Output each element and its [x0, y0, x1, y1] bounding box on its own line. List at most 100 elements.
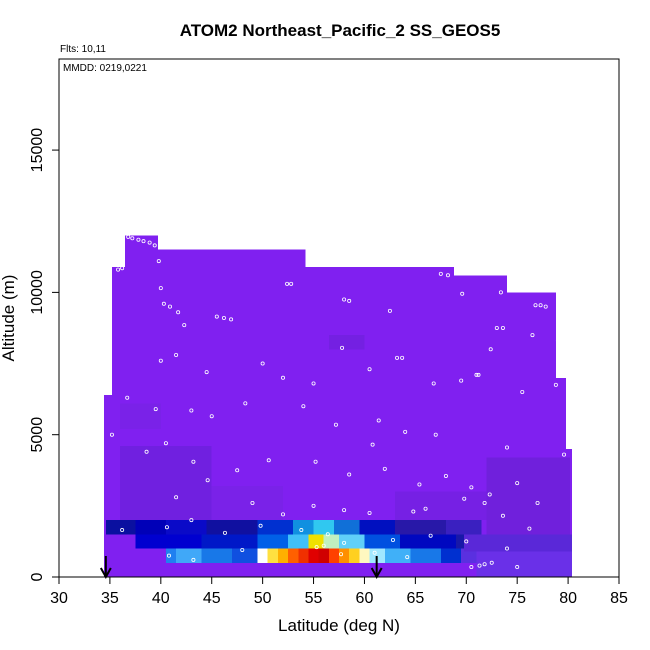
sample-point-21 — [387, 308, 392, 313]
sample-point-58 — [403, 429, 408, 434]
sample-point-96 — [325, 532, 330, 537]
low-layer-cell-19 — [400, 534, 457, 549]
x-tick-label-10: 80 — [559, 590, 577, 607]
y-axis-label: Altitude (m) — [0, 275, 18, 362]
x-tick-label-6: 60 — [356, 590, 374, 607]
low-layer-cell-2 — [165, 520, 207, 535]
sample-point-42 — [395, 355, 400, 360]
sample-point-86 — [423, 506, 428, 511]
sample-point-39 — [311, 381, 316, 386]
sample-point-49 — [553, 382, 558, 387]
sample-point-3 — [141, 239, 146, 244]
sample-point-48 — [520, 389, 525, 394]
low-layer-cell-10 — [445, 520, 482, 535]
low-layer-cell-11 — [135, 534, 202, 549]
sample-point-8 — [156, 259, 161, 264]
sample-point-97 — [342, 540, 347, 545]
sample-point-108 — [339, 552, 344, 557]
sample-point-34 — [158, 358, 163, 363]
low-layer-cell-0 — [105, 520, 136, 535]
sample-point-13 — [182, 323, 187, 328]
sample-point-106 — [314, 545, 319, 550]
sample-point-25 — [498, 290, 503, 295]
x-tick-label-1: 35 — [101, 590, 119, 607]
sample-point-53 — [209, 414, 214, 419]
sample-point-92 — [189, 518, 194, 523]
sample-point-100 — [464, 539, 469, 544]
plot-area — [99, 234, 573, 580]
low-layer-cell-40 — [461, 548, 477, 563]
x-tick-label-9: 75 — [508, 590, 526, 607]
sample-point-81 — [280, 512, 285, 517]
sample-point-60 — [504, 445, 509, 450]
sample-point-31 — [488, 347, 493, 352]
y-tick-label-2: 10000 — [29, 270, 46, 315]
low-layer-cell-9 — [395, 520, 446, 535]
sample-point-54 — [243, 401, 248, 406]
sample-point-98 — [390, 538, 395, 543]
low-layer-cell-38 — [410, 548, 441, 563]
sample-point-23 — [445, 273, 450, 278]
sample-point-89 — [500, 513, 505, 518]
sample-point-113 — [482, 562, 487, 567]
sample-point-107 — [321, 543, 326, 548]
sample-point-57 — [376, 418, 381, 423]
x-tick-label-0: 30 — [50, 590, 68, 607]
low-layer-cell-12 — [201, 534, 258, 549]
sample-point-64 — [163, 441, 168, 446]
sample-point-112 — [477, 563, 482, 568]
sample-point-2 — [136, 237, 141, 242]
sample-point-104 — [191, 557, 196, 562]
sample-point-90 — [120, 528, 125, 533]
sample-point-65 — [191, 459, 196, 464]
low-layer-cell-4 — [257, 520, 294, 535]
x-tick-label-11: 85 — [610, 590, 628, 607]
low-layer-cell-33 — [339, 548, 350, 563]
sample-point-38 — [280, 375, 285, 380]
axes: 30 35 40 45 50 55 60 65 70 75 80 85 0 5000 10000 15000 — [29, 128, 628, 607]
mid-shade-cell-4 — [120, 403, 161, 429]
low-layer-cell-6 — [313, 520, 334, 535]
low-layer-cell-37 — [384, 548, 411, 563]
low-layer-cell-8 — [359, 520, 395, 535]
sample-point-4 — [147, 240, 152, 245]
sample-point-9 — [158, 286, 163, 291]
sample-point-95 — [299, 528, 304, 533]
x-axis-label: Latitude (deg N) — [278, 616, 400, 635]
sample-point-87 — [462, 496, 467, 501]
sample-point-72 — [417, 482, 422, 487]
sample-point-77 — [535, 500, 540, 505]
sample-point-88 — [482, 500, 487, 505]
sample-point-32 — [530, 333, 535, 338]
sample-point-5 — [152, 243, 157, 248]
sample-point-30 — [500, 325, 505, 330]
sample-point-61 — [562, 452, 567, 457]
sample-point-62 — [109, 432, 114, 437]
low-layer-cell-26 — [267, 548, 278, 563]
sample-point-75 — [487, 492, 492, 497]
x-tick-label-3: 45 — [203, 590, 221, 607]
sample-point-68 — [313, 459, 318, 464]
sample-point-18 — [289, 281, 294, 286]
sample-point-36 — [204, 370, 209, 375]
low-layer-cell-21 — [165, 548, 177, 563]
x-tick-label-2: 40 — [152, 590, 170, 607]
x-tick-label-7: 65 — [406, 590, 424, 607]
sample-point-26 — [533, 303, 538, 308]
sample-point-37 — [260, 361, 265, 366]
mid-shade-cell-0 — [120, 446, 212, 521]
low-layer-cell-14 — [288, 534, 309, 549]
y-tick-label-3: 15000 — [29, 128, 46, 173]
low-layer-cell-35 — [359, 548, 370, 563]
low-layer-cell-42 — [464, 534, 573, 552]
sample-point-115 — [515, 565, 520, 570]
low-layer-cell-18 — [364, 534, 401, 549]
sample-point-93 — [222, 530, 227, 535]
sample-point-84 — [367, 510, 372, 515]
sample-point-85 — [411, 509, 416, 514]
low-layer-cell-39 — [440, 548, 462, 563]
low-layer-cell-30 — [308, 548, 319, 563]
low-layer-cell-16 — [323, 534, 339, 549]
mid-shade-cell-5 — [328, 335, 365, 350]
